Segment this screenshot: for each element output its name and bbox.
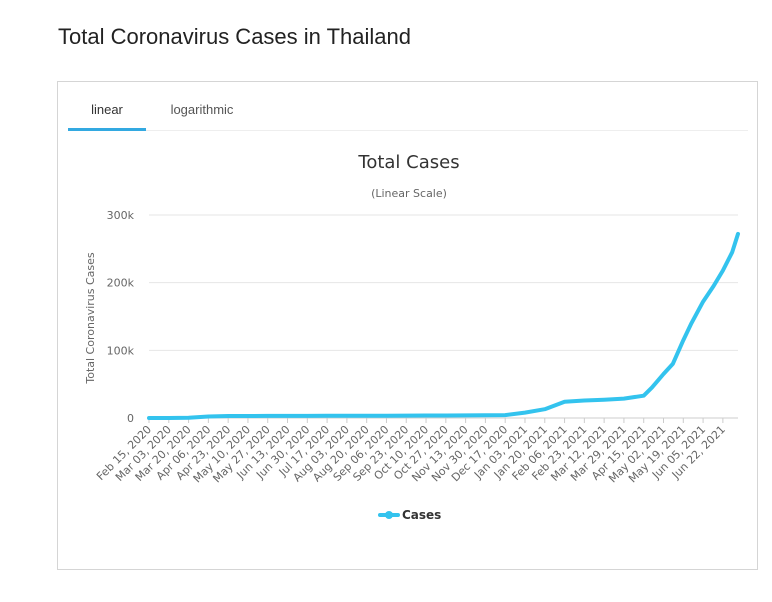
chart-title: Total Cases bbox=[357, 152, 459, 173]
y-axis-label: Total Coronavirus Cases bbox=[84, 252, 97, 385]
legend[interactable]: Cases bbox=[378, 508, 441, 522]
chart-panel: linear logarithmic bbox=[57, 81, 758, 570]
tab-linear[interactable]: linear bbox=[91, 102, 123, 117]
series-layer bbox=[147, 231, 740, 420]
tab-logarithmic[interactable]: logarithmic bbox=[170, 102, 234, 117]
y-axis-ticks: 0 100k 200k 300k bbox=[107, 209, 135, 425]
active-tab-indicator bbox=[68, 128, 146, 131]
y-tick-label: 0 bbox=[127, 412, 134, 425]
y-tick-label: 200k bbox=[107, 277, 135, 290]
legend-label: Cases bbox=[402, 508, 441, 522]
scale-tabs: linear logarithmic bbox=[68, 82, 748, 131]
y-tick-label: 300k bbox=[107, 209, 135, 222]
chart-subtitle: (Linear Scale) bbox=[371, 187, 447, 200]
y-tick-label: 100k bbox=[107, 344, 135, 357]
page-title: Total Coronavirus Cases in Thailand bbox=[58, 24, 411, 49]
legend-marker-icon bbox=[385, 511, 393, 519]
series-line-cases[interactable] bbox=[147, 231, 740, 420]
